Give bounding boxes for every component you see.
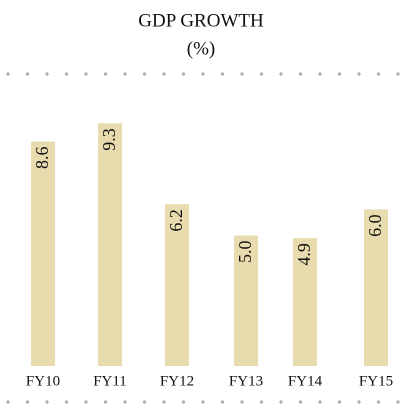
chart-title: GDP GROWTH: [138, 10, 264, 31]
star-dot: [162, 72, 166, 76]
star-dot: [25, 400, 30, 404]
x-tick-label: FY14: [288, 373, 323, 389]
star-dot: [396, 72, 400, 76]
star-dot: [25, 72, 30, 76]
star-dot: [103, 400, 108, 404]
star-dot: [279, 400, 283, 404]
star-dot: [259, 400, 264, 404]
star-dot: [64, 400, 69, 404]
star-dot: [142, 72, 147, 76]
bar: [234, 235, 258, 366]
star-dot: [298, 400, 303, 404]
star-dot: [240, 72, 244, 76]
star-dot: [84, 72, 88, 76]
x-tick-label: FY13: [229, 373, 263, 389]
star-dot: [181, 400, 186, 404]
x-tick-label: FY12: [160, 373, 194, 389]
star-dot: [6, 72, 10, 76]
value-label: 9.3: [99, 128, 119, 151]
star-dot: [337, 400, 342, 404]
star-dot: [357, 72, 361, 76]
bar: [293, 238, 317, 366]
star-dot: [201, 400, 205, 404]
star-dot: [318, 400, 322, 404]
star-dot: [357, 400, 361, 404]
star-dot: [45, 72, 49, 76]
star-dot: [201, 72, 205, 76]
value-label: 5.0: [235, 241, 255, 264]
star-dot: [318, 72, 322, 76]
star-dot: [142, 400, 147, 404]
bar: [98, 123, 122, 367]
star-dot: [376, 72, 381, 76]
bar: [165, 204, 189, 366]
bar: [364, 209, 388, 366]
star-dot: [376, 400, 381, 404]
star-dot: [240, 400, 244, 404]
star-dot: [123, 400, 127, 404]
bar: [31, 141, 55, 366]
star-dot: [45, 400, 49, 404]
star-dot: [220, 72, 225, 76]
star-dot: [259, 72, 264, 76]
star-dot: [396, 400, 400, 404]
x-tick-label: FY10: [26, 373, 60, 389]
star-dot: [6, 400, 10, 404]
star-dot: [220, 400, 225, 404]
x-tick-label: FY11: [93, 373, 127, 389]
star-dot: [64, 72, 69, 76]
x-tick-label: FY15: [359, 373, 393, 389]
value-label: 6.0: [365, 214, 385, 237]
chart-subtitle: (%): [187, 38, 215, 59]
star-dot: [181, 72, 186, 76]
value-label: 6.2: [166, 209, 186, 232]
star-dot: [337, 72, 342, 76]
star-dot: [162, 400, 166, 404]
star-dot: [298, 72, 303, 76]
star-dot: [279, 72, 283, 76]
star-dot: [123, 72, 127, 76]
value-label: 4.9: [294, 243, 314, 265]
star-dot: [103, 72, 108, 76]
value-label: 8.6: [32, 147, 52, 170]
star-dot: [84, 400, 88, 404]
